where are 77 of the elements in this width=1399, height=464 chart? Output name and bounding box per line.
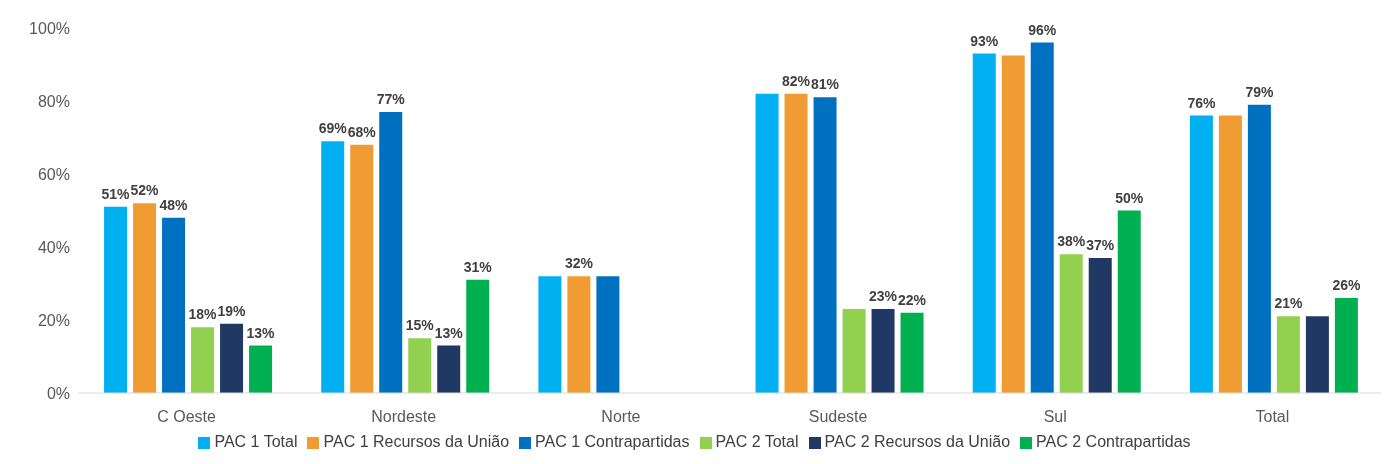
bar (567, 276, 591, 393)
data-label: 48% (159, 196, 189, 213)
bar (1305, 316, 1329, 393)
data-label: 23% (869, 288, 898, 305)
legend-label: PAC 1 Recursos da União (323, 433, 510, 450)
bar (379, 111, 403, 393)
y-tick-label: 0% (46, 384, 70, 402)
data-label: 31% (463, 258, 493, 275)
data-label: 81% (811, 76, 840, 93)
data-label: 52% (130, 182, 160, 199)
bar (1247, 104, 1271, 393)
bar (538, 276, 562, 393)
y-tick-label: 60% (37, 165, 70, 183)
y-tick-label: 80% (37, 92, 70, 110)
data-label: 22% (898, 291, 927, 308)
bar (1059, 254, 1083, 393)
data-label: 21% (1274, 295, 1303, 312)
data-label: 79% (1245, 83, 1274, 100)
data-label: 15% (405, 317, 435, 334)
legend-label: PAC 1 Contrapartidas (535, 433, 690, 450)
bar (466, 279, 490, 393)
data-label: 96% (1028, 21, 1057, 38)
bar (104, 206, 128, 393)
bar (972, 53, 996, 393)
bar (1030, 42, 1054, 393)
data-label: 82% (782, 72, 811, 89)
x-tick-label: Norte (601, 408, 641, 426)
x-tick-label: Sul (1043, 408, 1067, 426)
bar (191, 327, 215, 393)
bar (1001, 55, 1025, 393)
bar (249, 345, 273, 393)
data-label: 50% (1115, 189, 1144, 206)
data-label: 26% (1332, 277, 1361, 294)
bar (408, 338, 432, 393)
bar (162, 217, 186, 393)
bar (842, 309, 866, 393)
data-label: 93% (970, 32, 999, 49)
bar (133, 203, 157, 393)
data-label: 51% (101, 185, 131, 202)
bar (1117, 210, 1141, 393)
bar (1218, 115, 1242, 393)
data-label: 77% (376, 90, 406, 107)
data-label: 13% (434, 324, 464, 341)
y-tick-label: 100% (29, 19, 70, 37)
legend-label: PAC 1 Total (214, 433, 298, 450)
bar (813, 97, 837, 393)
data-label: 18% (188, 306, 218, 323)
x-tick-label: Total (1255, 408, 1290, 426)
y-tick-label: 20% (37, 311, 70, 329)
x-tick-label: Sudeste (808, 408, 868, 426)
data-label: 76% (1187, 94, 1216, 111)
bar (1276, 316, 1300, 393)
bar (784, 93, 808, 393)
bar (437, 345, 461, 393)
data-label: 37% (1086, 236, 1115, 253)
bar (1189, 115, 1213, 393)
data-label: 32% (564, 255, 594, 272)
legend-label: PAC 2 Recursos da União (824, 433, 1011, 450)
data-label: 68% (347, 123, 377, 140)
bar (350, 144, 374, 393)
bar (321, 141, 345, 393)
bar (596, 276, 620, 393)
legend-label: PAC 2 Total (715, 433, 799, 450)
bar (900, 312, 924, 393)
x-tick-label: Nordeste (371, 408, 437, 426)
data-label: 13% (246, 324, 276, 341)
data-label: 38% (1057, 233, 1086, 250)
y-tick-label: 40% (37, 238, 70, 256)
bar (1334, 298, 1358, 393)
x-tick-label: C Oeste (157, 408, 217, 426)
legend-label: PAC 2 Contrapartidas (1036, 433, 1191, 450)
bar (1088, 257, 1112, 393)
bar (220, 323, 244, 393)
data-label: 69% (318, 120, 348, 137)
data-label: 19% (217, 302, 247, 319)
bar (871, 309, 895, 393)
bar (755, 93, 779, 393)
